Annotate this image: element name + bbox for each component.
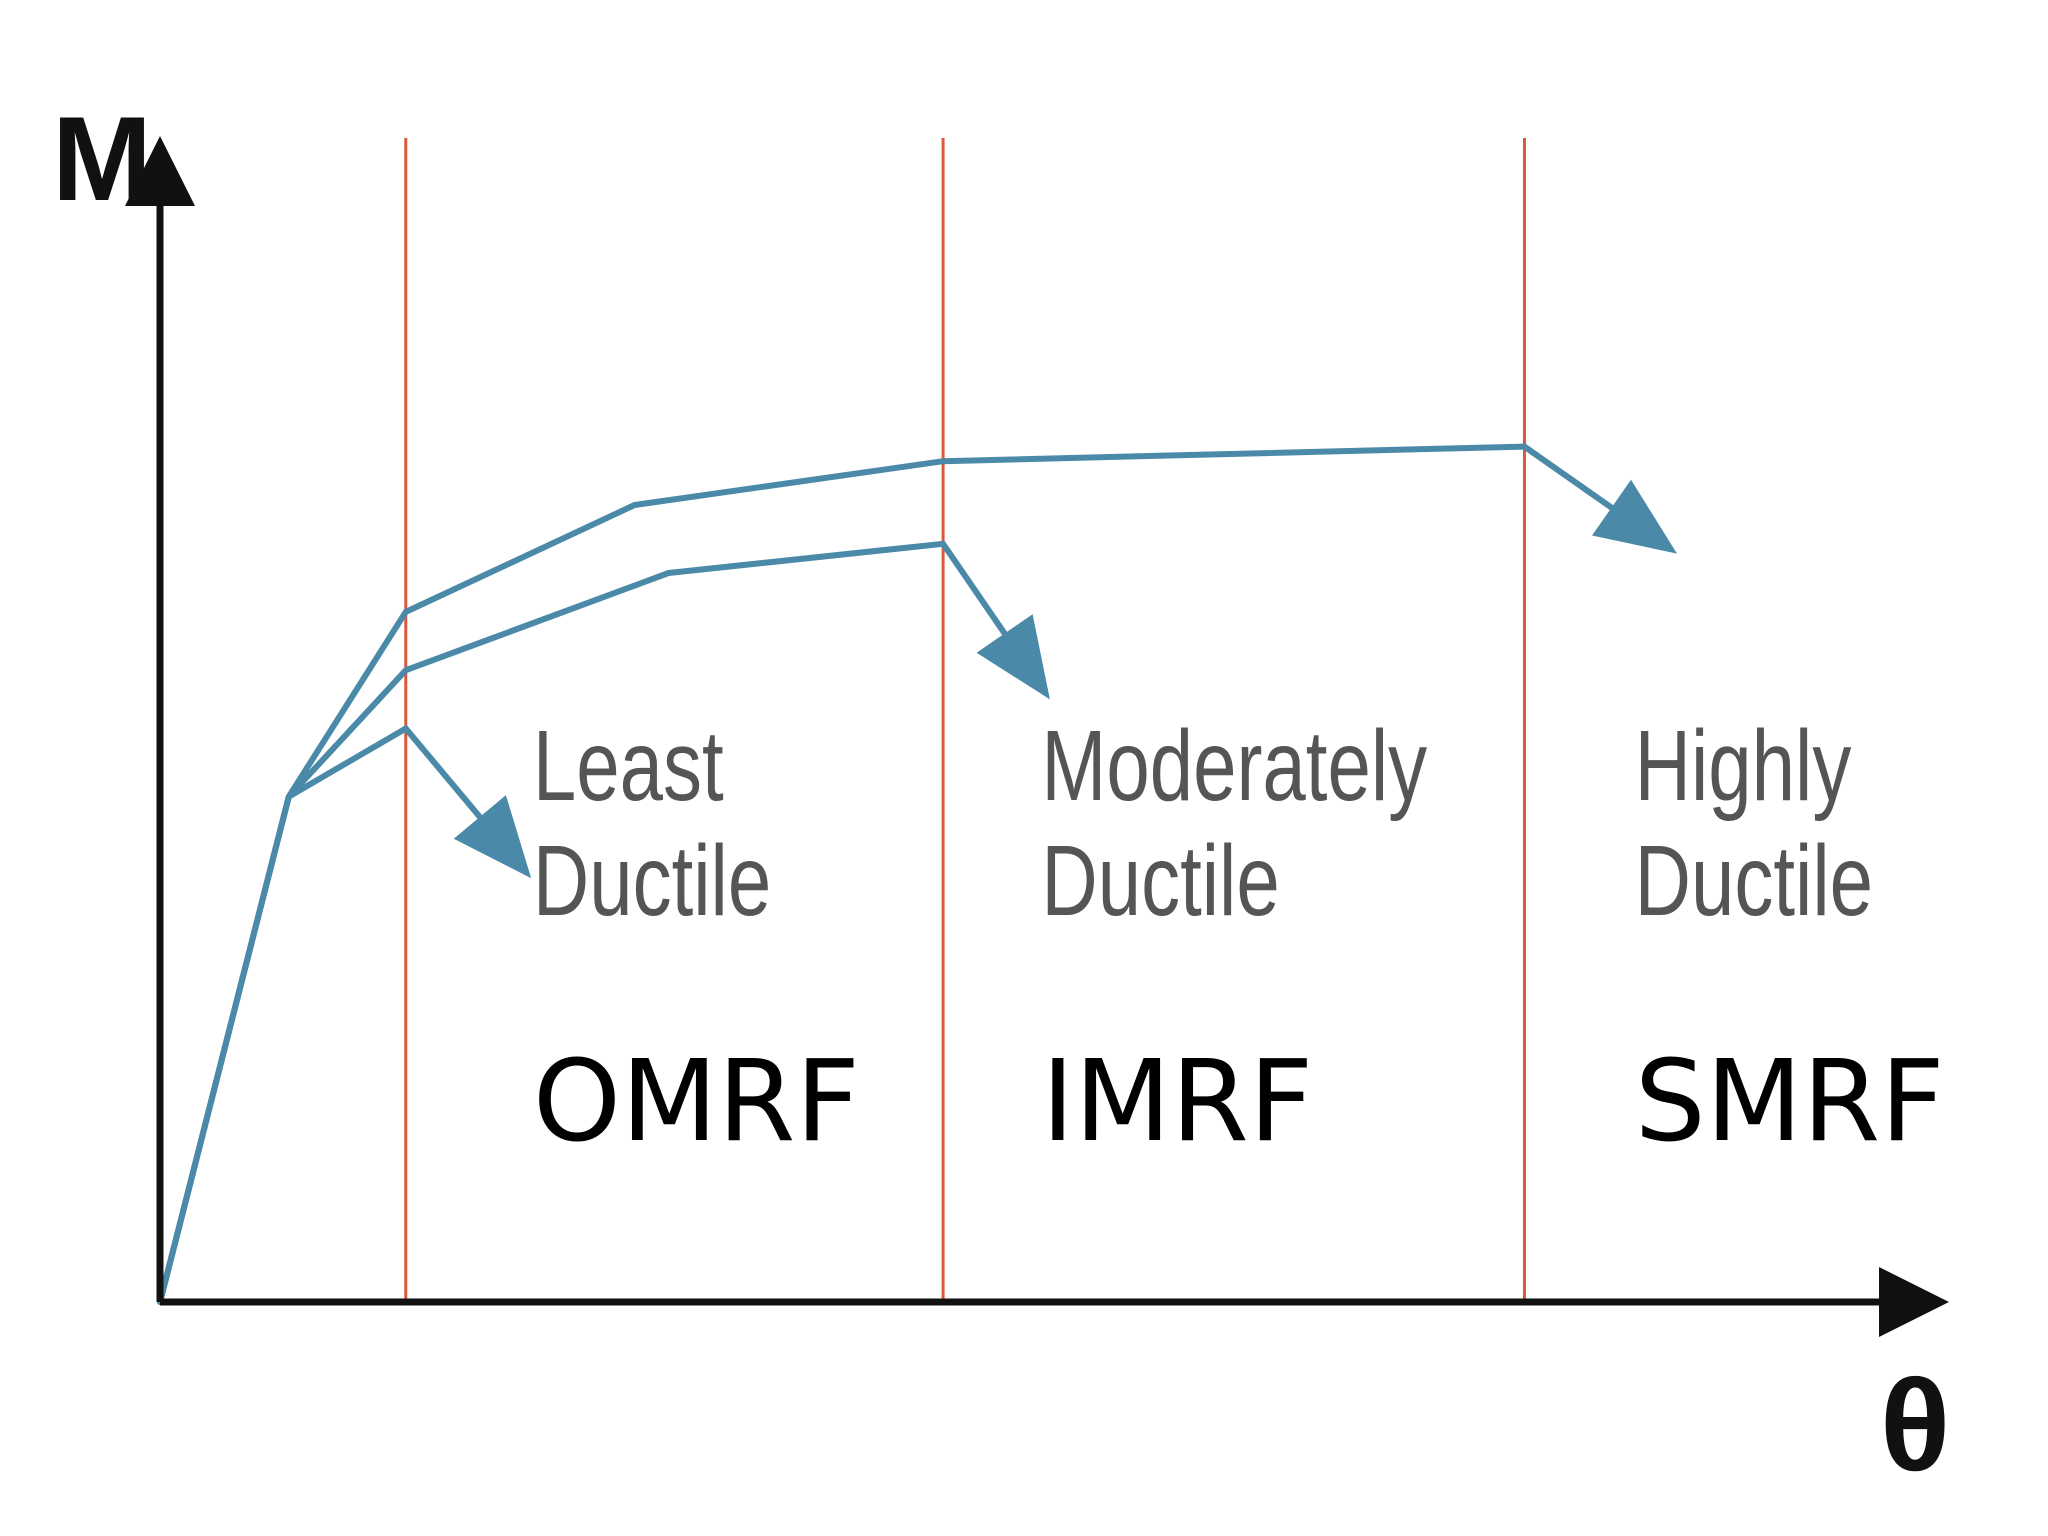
curve-3-failure-arrow-head [1592,479,1677,554]
zone-boundaries [404,138,1526,1302]
zone-2-frame-label: IMRF [1041,1037,1313,1167]
zone-2-ductility-label-line-1: Moderately [1041,711,1427,823]
curve-3-failure-arrow-shaft [1521,443,1615,511]
zone-1-ductility-label-line-2: Ductile [533,826,771,938]
moment-rotation-curves [157,443,1677,1305]
x-axis-label: θ [1880,1352,1950,1498]
curve-2-failure-arrow-shaft [940,540,1008,637]
zone-1-frame-label: OMRF [533,1037,860,1167]
curve-1-failure-arrow-head [453,795,532,879]
zone-2-ductility-label-line-2: Ductile [1041,826,1279,938]
curve-1-failure-arrow-shaft [402,725,483,820]
zone-3-ductility-label-line-2: Ductile [1635,826,1873,938]
axes: M θ [52,92,1950,1498]
zone-1-ductility-label-line-1: Least [533,711,724,823]
curve-2-failure-arrow-head [976,614,1050,700]
zone-3-frame-label: SMRF [1635,1037,1945,1167]
zone-labels: LeastDuctileOMRFModeratelyDuctileIMRFHig… [533,711,1945,1167]
curve-3 [157,443,1528,1305]
zone-3-ductility-label-line-1: Highly [1635,711,1852,823]
y-axis-label: M [52,92,152,226]
